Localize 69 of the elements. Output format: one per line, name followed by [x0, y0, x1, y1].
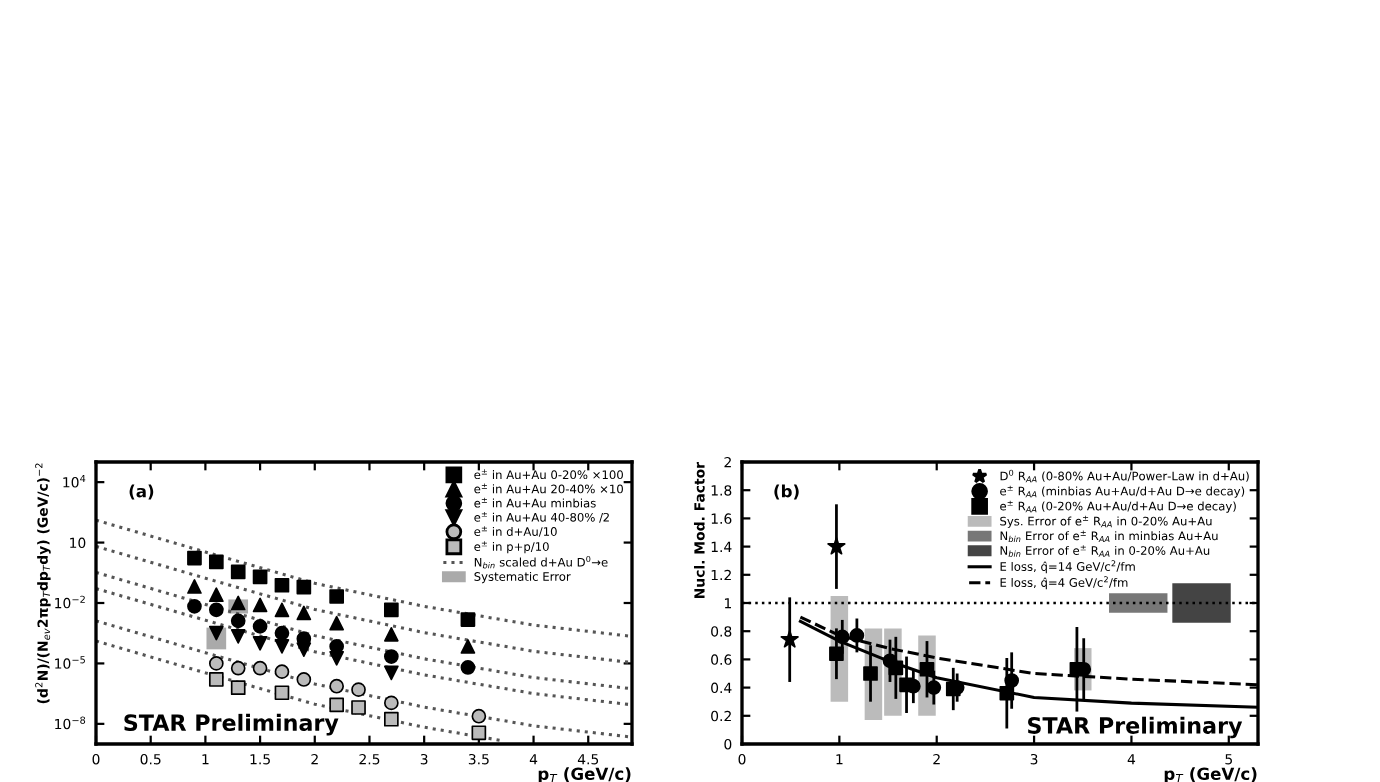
annotation: (a)	[129, 484, 154, 500]
point	[208, 602, 224, 618]
point	[187, 579, 202, 594]
line-series	[96, 639, 503, 742]
point	[208, 672, 224, 687]
point	[899, 677, 914, 693]
line-series	[96, 619, 632, 739]
point	[252, 635, 268, 651]
point	[383, 711, 399, 727]
point	[863, 666, 878, 681]
point	[926, 680, 942, 695]
point	[208, 554, 224, 570]
point	[274, 664, 290, 680]
annotation: (b)	[774, 484, 799, 500]
point	[296, 642, 312, 658]
point	[471, 725, 487, 741]
point	[351, 682, 366, 697]
point	[274, 639, 290, 654]
line-series	[96, 570, 632, 691]
point	[888, 660, 904, 676]
point	[230, 613, 246, 629]
point	[230, 629, 246, 644]
point	[252, 619, 268, 634]
point	[296, 605, 312, 621]
point	[383, 665, 399, 681]
point	[230, 660, 246, 676]
point	[187, 550, 202, 566]
bar	[1172, 583, 1231, 623]
point	[274, 602, 290, 618]
line-series	[96, 544, 632, 665]
point	[383, 626, 399, 642]
line-series	[96, 587, 632, 707]
point	[460, 639, 476, 654]
point	[999, 685, 1015, 701]
point	[329, 650, 345, 666]
point	[383, 602, 399, 618]
point	[829, 646, 844, 662]
point	[471, 708, 487, 724]
point	[252, 597, 268, 613]
point	[274, 685, 290, 701]
point	[780, 630, 799, 648]
point	[230, 564, 246, 580]
point	[383, 649, 399, 664]
point	[919, 661, 935, 677]
point	[252, 569, 268, 585]
point	[329, 589, 345, 604]
point	[252, 660, 268, 676]
annotation: STAR Preliminary	[124, 713, 339, 736]
point	[383, 695, 399, 711]
point	[849, 628, 865, 643]
point	[1004, 673, 1020, 688]
point	[208, 587, 224, 602]
point	[296, 672, 312, 687]
point	[208, 656, 224, 671]
point	[296, 579, 312, 595]
point	[460, 660, 476, 675]
point	[274, 577, 290, 593]
point	[351, 700, 366, 715]
point	[460, 612, 476, 627]
bar	[1109, 593, 1168, 613]
point	[329, 697, 345, 713]
point	[187, 599, 202, 614]
point	[329, 678, 345, 694]
point	[834, 629, 850, 645]
point	[274, 625, 290, 641]
annotation: STAR Preliminary	[1028, 716, 1243, 739]
point	[827, 536, 846, 555]
point	[230, 680, 246, 695]
point	[329, 615, 345, 631]
